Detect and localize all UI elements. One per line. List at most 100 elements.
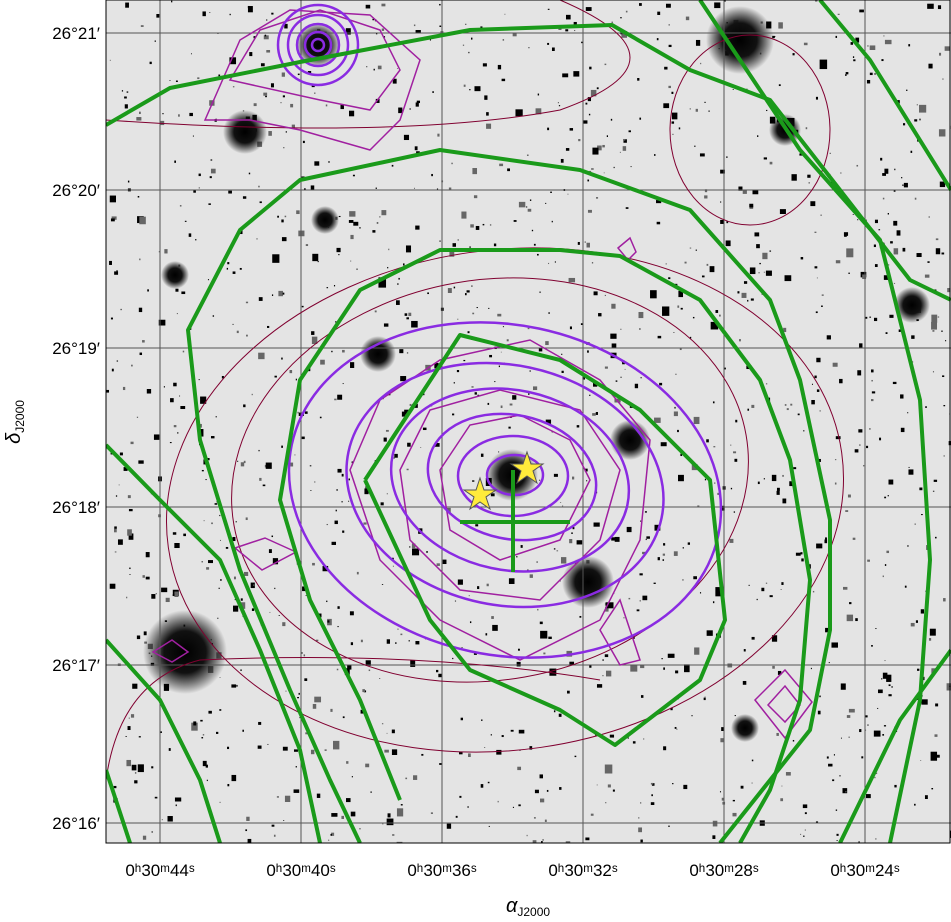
source <box>537 609 538 611</box>
source <box>501 406 503 409</box>
source <box>267 744 268 745</box>
source <box>800 834 801 835</box>
source <box>566 15 571 20</box>
source <box>537 254 539 256</box>
source <box>527 835 528 836</box>
source <box>476 226 480 230</box>
source <box>674 407 675 409</box>
source <box>211 522 213 524</box>
source <box>786 772 791 776</box>
source <box>639 328 640 329</box>
source <box>816 311 818 313</box>
source <box>314 161 319 165</box>
source <box>191 53 192 54</box>
source <box>512 395 516 400</box>
source <box>908 467 909 468</box>
source <box>285 796 290 802</box>
source <box>244 461 246 463</box>
source <box>306 244 308 246</box>
source <box>704 195 707 198</box>
source <box>174 592 178 597</box>
source <box>752 783 753 784</box>
source <box>917 104 918 105</box>
source <box>405 313 408 316</box>
source <box>589 665 591 667</box>
source <box>491 616 494 619</box>
source <box>115 551 117 552</box>
source <box>847 615 853 622</box>
source <box>663 543 665 545</box>
source <box>540 631 547 639</box>
source <box>586 7 592 11</box>
source <box>824 540 827 544</box>
source <box>489 355 492 357</box>
source <box>719 315 721 317</box>
source <box>714 483 715 484</box>
source <box>111 218 115 221</box>
source <box>249 173 250 175</box>
source <box>915 198 917 200</box>
source <box>859 729 861 732</box>
source <box>199 174 201 177</box>
source <box>927 261 929 263</box>
source <box>669 45 672 47</box>
source <box>690 109 691 110</box>
source <box>874 73 875 74</box>
source <box>781 582 783 585</box>
source <box>398 108 402 114</box>
source <box>110 60 111 61</box>
source <box>592 148 598 155</box>
source <box>857 219 858 220</box>
source <box>842 788 847 793</box>
source <box>668 86 671 88</box>
source <box>205 479 206 480</box>
source <box>131 442 134 444</box>
source <box>366 5 371 9</box>
source <box>392 834 394 836</box>
source <box>489 826 490 827</box>
source <box>231 684 236 687</box>
source <box>819 696 820 698</box>
source <box>201 737 203 738</box>
source <box>657 38 659 40</box>
source <box>835 459 836 460</box>
source <box>382 28 384 30</box>
source <box>734 511 735 512</box>
source <box>201 561 203 562</box>
source <box>751 405 754 408</box>
source <box>248 6 253 12</box>
source <box>265 35 266 37</box>
source <box>263 485 266 487</box>
source <box>685 262 687 264</box>
source <box>409 640 410 641</box>
source <box>605 765 613 774</box>
source <box>616 380 618 381</box>
source <box>397 808 403 816</box>
source <box>388 813 391 817</box>
source <box>726 240 731 246</box>
source <box>663 667 665 669</box>
source <box>140 353 142 355</box>
source <box>623 146 626 151</box>
source <box>339 216 341 217</box>
source <box>126 760 131 766</box>
source <box>936 248 940 254</box>
source <box>372 230 375 233</box>
source <box>939 129 945 136</box>
source <box>437 189 438 190</box>
source <box>565 29 568 31</box>
source <box>400 634 402 636</box>
source <box>938 316 939 317</box>
x-tick-label: 0ʰ30ᵐ44ˢ <box>125 861 195 880</box>
source <box>916 620 918 623</box>
source <box>654 154 655 156</box>
source <box>269 612 270 613</box>
source <box>726 156 727 157</box>
source <box>200 720 202 722</box>
source <box>232 324 234 325</box>
source <box>883 36 884 37</box>
source <box>639 312 644 318</box>
source <box>731 488 732 489</box>
source <box>941 331 942 332</box>
